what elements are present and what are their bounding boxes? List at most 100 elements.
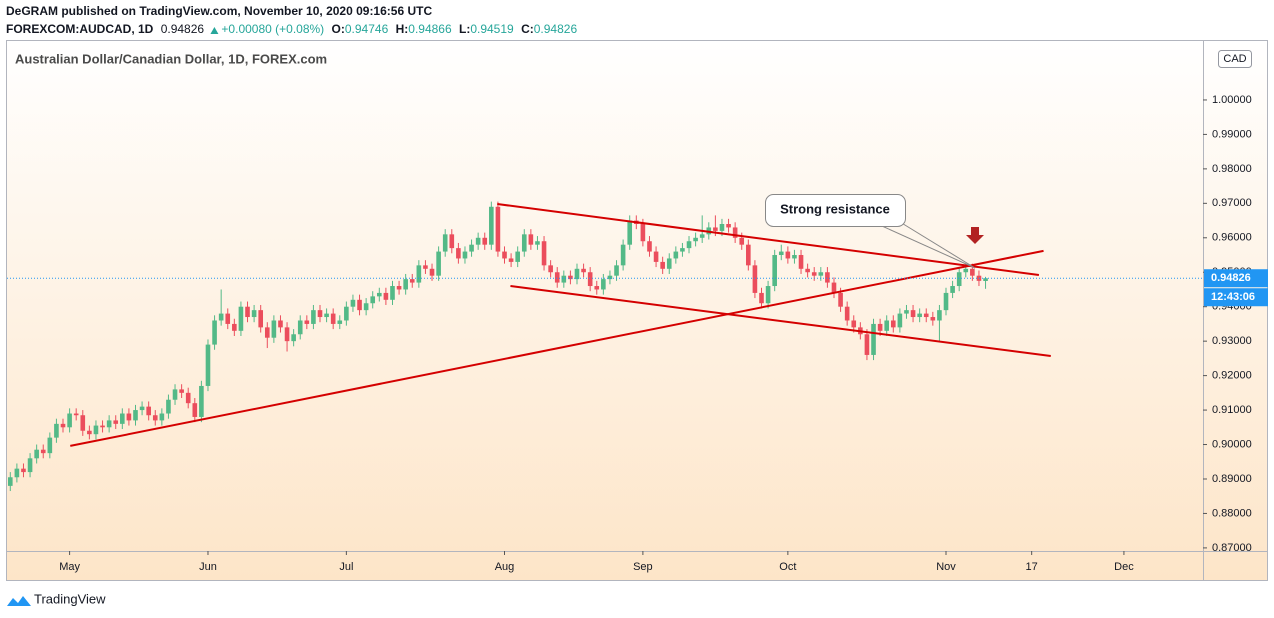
candle-body: [614, 265, 619, 276]
y-tick-label: 0.92000: [1212, 370, 1252, 382]
candle-body: [594, 286, 600, 290]
chart-title: Australian Dollar/Canadian Dollar, 1D, F…: [15, 51, 327, 66]
y-tick-label: 0.97000: [1212, 197, 1252, 209]
candle-body: [357, 299, 362, 311]
candle-body: [185, 392, 191, 404]
l-label: L:: [459, 22, 470, 36]
currency-label[interactable]: CAD: [1223, 53, 1246, 65]
candle-body: [416, 265, 422, 283]
candle-body: [87, 430, 92, 435]
candle-body: [14, 468, 20, 478]
h-value: 0.94866: [408, 22, 452, 36]
candle-body: [871, 323, 876, 355]
candle-body: [54, 423, 59, 438]
down-arrow: [966, 227, 984, 244]
plot-area: [7, 201, 1203, 492]
candle-body: [640, 224, 646, 242]
candle-body: [904, 310, 909, 314]
currency-button[interactable]: [1218, 50, 1252, 68]
candle-body: [159, 413, 165, 421]
publisher-text: DeGRAM published on TradingView.com, Nov…: [6, 4, 432, 18]
candle-body: [943, 292, 949, 311]
candle-body: [713, 227, 718, 231]
x-tick-label: Nov: [936, 561, 956, 573]
candle-body: [983, 278, 988, 281]
h-label: H:: [396, 22, 409, 36]
y-tick-label: 0.99000: [1212, 128, 1252, 140]
candle-body: [568, 275, 573, 280]
candle-body: [574, 268, 580, 280]
candle-body: [456, 248, 461, 259]
candle-body: [80, 415, 86, 431]
candle-body: [409, 279, 415, 283]
candle-body: [377, 292, 382, 297]
candle-body: [291, 334, 296, 342]
symbol-line: FOREXCOM:AUDCAD, 1D 0.94826 +0.00080 (+0…: [6, 22, 577, 36]
y-tick-label: 0.87000: [1212, 542, 1252, 554]
candle-body: [192, 403, 198, 417]
candle-body: [106, 420, 112, 428]
candle-body: [152, 415, 158, 421]
candle-body: [245, 306, 250, 318]
candle-body: [482, 237, 488, 245]
candle-body: [489, 206, 494, 245]
publisher: DeGRAM published on TradingView.com, Nov…: [6, 4, 432, 18]
candle-body: [238, 306, 244, 331]
candle-body: [330, 313, 336, 324]
candle-body: [851, 320, 857, 328]
y-tick-label: 0.90000: [1212, 438, 1252, 450]
candle-body: [897, 313, 903, 328]
change: +0.00080 (+0.08%): [221, 22, 324, 36]
candle-body: [73, 413, 79, 416]
candle-body: [297, 320, 303, 335]
brand: TradingView: [7, 591, 106, 606]
candle-body: [884, 320, 890, 331]
y-tick-label: 0.98000: [1212, 163, 1252, 175]
brand-logo: [7, 596, 31, 606]
trend-line: [510, 285, 1051, 357]
candle-body: [225, 313, 231, 324]
y-tick-label: 0.93000: [1212, 335, 1252, 347]
candle-body: [627, 220, 633, 245]
candle-body: [778, 251, 784, 256]
candle-body: [271, 320, 277, 338]
c-value: 0.94826: [534, 22, 578, 36]
candle-body: [811, 272, 817, 276]
candle-body: [844, 306, 850, 321]
candle-body: [607, 275, 613, 280]
y-tick-label: 0.96000: [1212, 232, 1252, 244]
candle-body: [666, 258, 672, 269]
candle-body: [120, 413, 125, 424]
candle-body: [179, 389, 184, 393]
last-price: 0.94826: [161, 22, 205, 36]
c-label: C:: [521, 22, 534, 36]
x-tick-label: Jun: [199, 561, 217, 573]
candle-body: [449, 234, 455, 249]
candle-body: [963, 268, 969, 273]
candle-body: [818, 272, 824, 276]
candle-body: [528, 234, 534, 245]
candle-body: [673, 251, 679, 259]
candle-body: [344, 306, 349, 321]
symbol: FOREXCOM:AUDCAD, 1D: [6, 22, 154, 36]
candle-body: [146, 406, 151, 416]
o-label: O:: [332, 22, 345, 36]
candle-body: [47, 437, 53, 454]
callout-box: [765, 194, 906, 227]
candle-body: [100, 425, 105, 428]
candle-body: [864, 334, 870, 355]
candle-body: [251, 310, 257, 318]
candle-body: [521, 234, 527, 252]
candle-body: [469, 244, 474, 252]
candle-body: [535, 241, 540, 245]
candle-body: [515, 251, 520, 262]
candle-body: [686, 241, 692, 249]
candle-body: [383, 292, 389, 300]
candle-body: [34, 449, 39, 459]
candle-body: [805, 268, 810, 273]
candle-body: [311, 310, 316, 324]
candle-body: [752, 265, 758, 293]
candle-body: [502, 251, 507, 259]
candle-body: [877, 323, 883, 331]
